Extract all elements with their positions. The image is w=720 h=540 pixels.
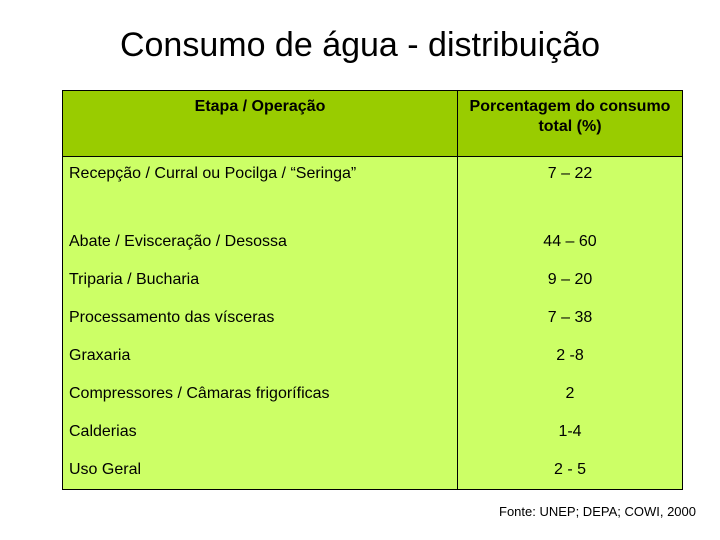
table-row: Compressores / Câmaras frigoríficas 2 [62,374,683,413]
table-row: Graxaria 2 -8 [62,336,683,375]
table-row: Processamento das vísceras 7 – 38 [62,298,683,337]
percentage-cell: 2 -8 [457,336,683,375]
operation-cell: Graxaria [62,336,458,375]
operation-cell: Calderias [62,412,458,451]
water-consumption-table: Etapa / Operação Porcentagem do consumo … [62,90,683,490]
page-title: Consumo de água - distribuição [119,26,601,64]
table-header-row: Etapa / Operação Porcentagem do consumo … [62,90,683,157]
operation-cell: Abate / Evisceração / Desossa [62,222,458,261]
percentage-cell: 7 – 22 [457,156,683,223]
operation-cell: Uso Geral [62,450,458,490]
percentage-cell: 7 – 38 [457,298,683,337]
operation-cell: Processamento das vísceras [62,298,458,337]
table-row: Recepção / Curral ou Pocilga / “Seringa”… [62,156,683,223]
table-row: Abate / Evisceração / Desossa 44 – 60 [62,222,683,261]
column-header-operation: Etapa / Operação [62,90,458,157]
column-header-percentage: Porcentagem do consumo total (%) [457,90,683,157]
operation-cell: Recepção / Curral ou Pocilga / “Seringa” [62,156,458,223]
table-row: Uso Geral 2 - 5 [62,450,683,490]
percentage-cell: 2 - 5 [457,450,683,490]
percentage-cell: 1-4 [457,412,683,451]
percentage-cell: 44 – 60 [457,222,683,261]
source-citation: Fonte: UNEP; DEPA; COWI, 2000 [499,504,696,519]
table-row: Calderias 1-4 [62,412,683,451]
operation-cell: Triparia / Bucharia [62,260,458,299]
table-row: Triparia / Bucharia 9 – 20 [62,260,683,299]
percentage-cell: 2 [457,374,683,413]
operation-cell: Compressores / Câmaras frigoríficas [62,374,458,413]
percentage-cell: 9 – 20 [457,260,683,299]
